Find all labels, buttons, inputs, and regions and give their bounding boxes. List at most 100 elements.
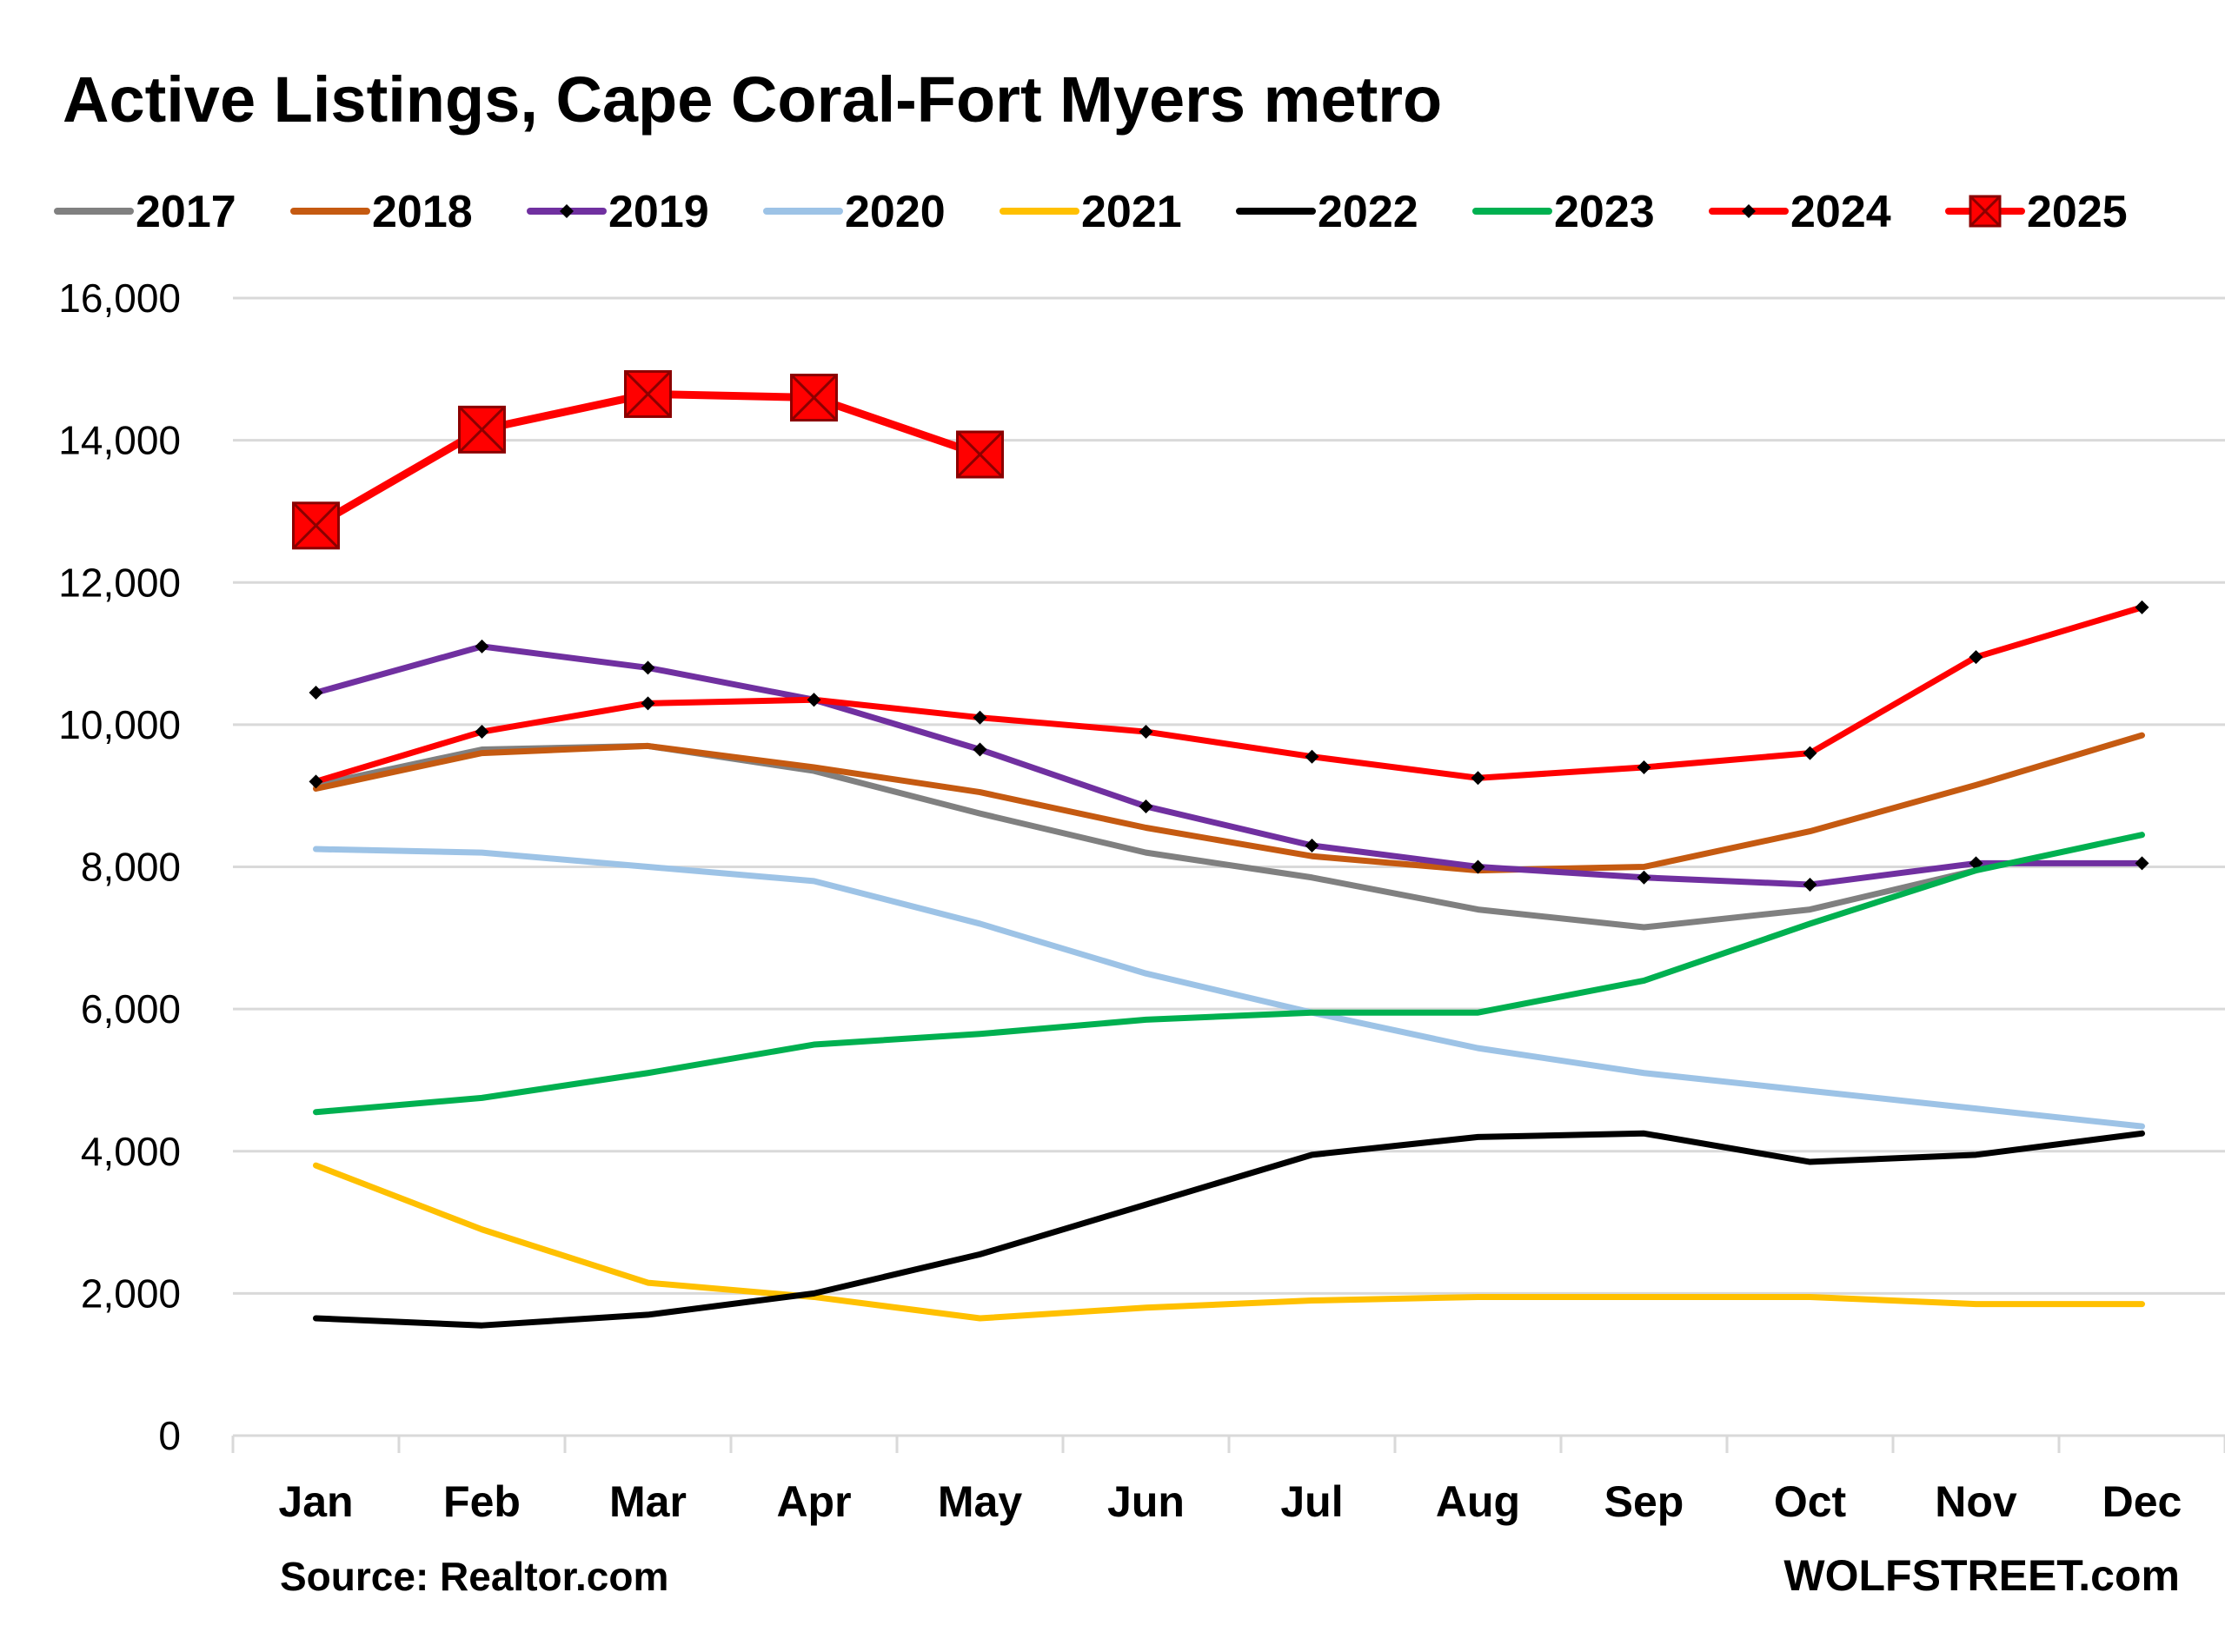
series-2024	[309, 600, 2149, 789]
y-tick-label-4000: 4,000	[81, 1129, 181, 1174]
series-2023	[313, 832, 2145, 1116]
legend-label-2023: 2023	[1554, 187, 1655, 237]
x-tick-label-jul: Jul	[1280, 1477, 1343, 1526]
legend: 2017 2018 2019 2020 2021 2022 2023 2024 2025	[54, 187, 2128, 237]
y-tick-label-14000: 14,000	[58, 418, 181, 463]
point-2025-jan-cross-b	[292, 501, 340, 549]
point-2024-sep	[1637, 760, 1651, 774]
y-tick-label-0: 0	[158, 1413, 181, 1458]
point-2024-nov	[1969, 650, 1983, 665]
point-2024-may	[973, 710, 987, 725]
legend-item-2018: 2018	[290, 187, 473, 237]
legend-label-2018: 2018	[372, 187, 473, 237]
point-2019-feb	[475, 639, 489, 654]
series-line-2022	[313, 1130, 2145, 1329]
x-tick-label-oct: Oct	[1774, 1477, 1847, 1526]
legend-item-2024: 2024	[1709, 187, 1891, 237]
point-2025-jan	[292, 501, 340, 550]
point-2019-jan	[309, 686, 323, 700]
point-2019-oct	[1803, 877, 1817, 892]
point-2025-apr	[790, 374, 838, 422]
point-2025-feb	[458, 405, 506, 454]
credit-note: WOLFSTREET.com	[1783, 1551, 2180, 1600]
series-2018	[313, 732, 2145, 874]
point-2024-oct	[1803, 746, 1817, 760]
y-tick-label-6000: 6,000	[81, 986, 181, 1032]
series-line-2017	[313, 742, 1979, 931]
legend-item-2022: 2022	[1236, 187, 1418, 237]
y-tick-label-12000: 12,000	[58, 560, 181, 605]
x-tick-label-apr: Apr	[776, 1477, 851, 1526]
point-2019-jun	[1139, 799, 1153, 813]
legend-label-2019: 2019	[608, 187, 709, 237]
y-tick-label-8000: 8,000	[81, 845, 181, 890]
legend-item-2017: 2017	[54, 187, 236, 237]
point-2019-jul	[1305, 838, 1319, 853]
point-2019-may	[973, 742, 987, 757]
series-line-2018	[313, 732, 2145, 874]
legend-marker-2019	[560, 204, 574, 218]
chart-title: Active Listings, Cape Coral-Fort Myers m…	[63, 63, 1442, 136]
point-2024-mar	[641, 696, 655, 711]
y-tick-label-10000: 10,000	[58, 702, 181, 747]
point-2025-feb-cross-b	[458, 406, 506, 454]
legend-marker-2024	[1742, 204, 1756, 218]
legend-item-2023: 2023	[1472, 187, 1655, 237]
gridlines	[233, 296, 2225, 1295]
series-line-2024	[313, 604, 2145, 785]
series-layer	[292, 369, 2149, 1329]
x-tick-label-sep: Sep	[1604, 1477, 1684, 1526]
y-tick-label-16000: 16,000	[58, 275, 181, 321]
legend-marker-2025-cross-b	[1969, 195, 2002, 228]
series-2021	[313, 1162, 2145, 1322]
legend-item-2021: 2021	[1000, 187, 1182, 237]
legend-label-2017: 2017	[136, 187, 236, 237]
point-2025-may	[956, 430, 1004, 479]
x-tick-label-feb: Feb	[443, 1477, 521, 1526]
y-tick-label-2000: 2,000	[81, 1271, 181, 1316]
legend-label-2021: 2021	[1081, 187, 1182, 237]
point-2025-mar-cross-b	[624, 370, 672, 418]
series-line-2023	[313, 832, 2145, 1116]
point-2019-aug	[1471, 859, 1485, 874]
point-2024-dec	[2135, 600, 2149, 614]
x-tick-label-dec: Dec	[2102, 1477, 2182, 1526]
point-2019-mar	[641, 660, 655, 675]
series-line-2020	[313, 846, 2145, 1130]
legend-marker-2025	[1969, 195, 2002, 228]
series-2017	[313, 742, 1979, 931]
x-tick-label-aug: Aug	[1436, 1477, 1520, 1526]
x-tick-label-mar: Mar	[609, 1477, 687, 1526]
point-2025-may-cross-b	[956, 430, 1004, 479]
source-note: Source: Realtor.com	[280, 1554, 668, 1599]
point-2024-feb	[475, 725, 489, 740]
series-2022	[313, 1130, 2145, 1329]
series-line-2021	[313, 1162, 2145, 1322]
legend-item-2025: 2025	[1945, 187, 2128, 237]
point-2024-jun	[1139, 725, 1153, 740]
point-2025-mar	[624, 369, 672, 418]
x-tick-label-jun: Jun	[1107, 1477, 1185, 1526]
x-tick-label-jan: Jan	[278, 1477, 353, 1526]
point-2019-sep	[1637, 870, 1651, 885]
point-2024-apr	[807, 693, 821, 707]
point-2024-jul	[1305, 749, 1319, 764]
legend-label-2024: 2024	[1790, 187, 1891, 237]
point-2024-aug	[1471, 771, 1485, 786]
series-2019	[309, 639, 2149, 892]
legend-label-2025: 2025	[2027, 187, 2128, 237]
legend-label-2020: 2020	[845, 187, 946, 237]
legend-item-2020: 2020	[763, 187, 946, 237]
axes: 0 2,000 4,000 6,000 8,000 10,000 12,000 14,000 1…	[58, 275, 2225, 1526]
x-tick-label-nov: Nov	[1935, 1477, 2017, 1526]
series-line-2019	[313, 643, 2145, 888]
series-2020	[313, 846, 2145, 1130]
point-2019-dec	[2135, 856, 2149, 871]
point-2025-apr-cross-b	[790, 374, 838, 421]
x-tick-label-may: May	[938, 1477, 1022, 1526]
legend-item-2019: 2019	[527, 187, 709, 237]
series-2025	[292, 369, 1004, 550]
point-2024-jan	[309, 774, 323, 789]
